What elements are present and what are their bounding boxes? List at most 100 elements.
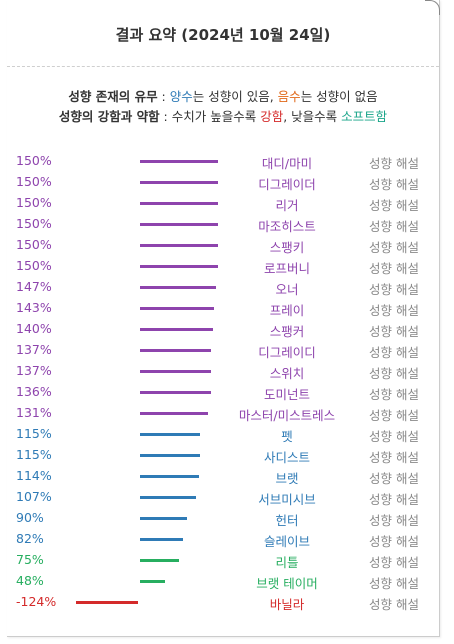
result-percent: 114% [16, 468, 52, 483]
result-row: 136% 도미넌트 성향 해설 [7, 382, 439, 403]
result-label: 디그레이더 [258, 177, 316, 192]
legend-strength-heading: 성향의 강함과 약함 [58, 109, 160, 124]
result-bar [140, 223, 218, 226]
explanation-link[interactable]: 성향 해설 [369, 513, 419, 528]
result-bar [140, 202, 218, 205]
result-row: -124% 바닐라 성향 해설 [7, 592, 439, 613]
result-label: 바닐라 [269, 597, 305, 612]
explanation-link[interactable]: 성향 해설 [369, 177, 419, 192]
result-percent: 82% [16, 531, 44, 546]
result-row: 82% 슬레이브 성향 해설 [7, 529, 439, 550]
result-row: 150% 대디/마미 성향 해설 [7, 151, 439, 172]
explanation-link[interactable]: 성향 해설 [369, 408, 419, 423]
explanation-link[interactable]: 성향 해설 [369, 366, 419, 381]
result-row: 131% 마스터/미스트레스 성향 해설 [7, 403, 439, 424]
result-label: 펫 [281, 429, 293, 444]
result-row: 114% 브랫 성향 해설 [7, 466, 439, 487]
result-label: 스팽키 [269, 240, 305, 255]
explanation-link[interactable]: 성향 해설 [369, 576, 419, 591]
result-label: 사디스트 [263, 450, 310, 465]
result-label: 도미넌트 [263, 387, 310, 402]
explanation-link[interactable]: 성향 해설 [369, 219, 419, 234]
result-percent: 48% [16, 573, 44, 588]
result-percent: 136% [16, 384, 52, 399]
explanation-link[interactable]: 성향 해설 [369, 303, 419, 318]
result-label: 로프버니 [263, 261, 310, 276]
explanation-link[interactable]: 성향 해설 [369, 534, 419, 549]
result-label: 헌터 [275, 513, 299, 528]
legend-presence-heading: 성향 존재의 유무 [68, 89, 158, 104]
result-bar [140, 349, 212, 352]
legend-presence-mid: 는 성향이 있음, [192, 89, 278, 104]
explanation-link[interactable]: 성향 해설 [369, 198, 419, 213]
result-row: 90% 헌터 성향 해설 [7, 508, 439, 529]
result-bar [140, 454, 200, 457]
result-percent: 115% [16, 447, 52, 462]
result-row: 137% 스위치 성향 해설 [7, 361, 439, 382]
result-percent: 75% [16, 552, 44, 567]
result-percent: 150% [16, 195, 52, 210]
result-row: 147% 오너 성향 해설 [7, 277, 439, 298]
result-label: 오너 [275, 282, 299, 297]
explanation-link[interactable]: 성향 해설 [369, 471, 419, 486]
result-bar [140, 517, 187, 520]
result-label: 리틀 [275, 555, 299, 570]
result-bar [140, 496, 196, 499]
result-row: 143% 프레이 성향 해설 [7, 298, 439, 319]
result-bar [140, 433, 200, 436]
explanation-link[interactable]: 성향 해설 [369, 156, 419, 171]
result-bar [140, 538, 183, 541]
legend-line-presence: 성향 존재의 유무 : 양수는 성향이 있음, 음수는 성향이 없음 [7, 86, 439, 105]
explanation-link[interactable]: 성향 해설 [369, 387, 419, 402]
explanation-link[interactable]: 성향 해설 [369, 324, 419, 339]
legend-strength-sep: : 수치가 높을수록 [159, 109, 261, 124]
result-percent: 147% [16, 279, 52, 294]
result-row: 150% 디그레이더 성향 해설 [7, 172, 439, 193]
result-row: 107% 서브미시브 성향 해설 [7, 487, 439, 508]
result-percent: 150% [16, 174, 52, 189]
explanation-link[interactable]: 성향 해설 [369, 597, 419, 612]
explanation-link[interactable]: 성향 해설 [369, 450, 419, 465]
result-label: 마조히스트 [258, 219, 316, 234]
result-label: 브랫 테이머 [256, 576, 318, 591]
result-bar [140, 244, 218, 247]
result-row: 140% 스팽커 성향 해설 [7, 319, 439, 340]
explanation-link[interactable]: 성향 해설 [369, 261, 419, 276]
result-percent: 90% [16, 510, 44, 525]
card-corner-decoration [425, 0, 440, 15]
legend-strong-term: 강함 [260, 109, 284, 124]
result-percent: 150% [16, 258, 52, 273]
result-bar [140, 286, 217, 289]
explanation-link[interactable]: 성향 해설 [369, 429, 419, 444]
result-row: 150% 스팽키 성향 해설 [7, 235, 439, 256]
result-bar [140, 370, 212, 373]
explanation-link[interactable]: 성향 해설 [369, 240, 419, 255]
legend-negative-term: 음수 [277, 89, 301, 104]
legend-strength-mid: , 낮을수록 [283, 109, 342, 124]
result-percent: 150% [16, 153, 52, 168]
result-label: 스팽커 [269, 324, 305, 339]
explanation-link[interactable]: 성향 해설 [369, 282, 419, 297]
result-bar [140, 559, 179, 562]
result-label: 대디/마미 [261, 156, 313, 171]
explanation-link[interactable]: 성향 해설 [369, 345, 419, 360]
result-percent: 131% [16, 405, 52, 420]
result-row: 48% 브랫 테이머 성향 해설 [7, 571, 439, 592]
result-percent: -124% [16, 594, 57, 609]
result-bar [75, 601, 138, 604]
result-percent: 143% [16, 300, 52, 315]
result-percent: 150% [16, 237, 52, 252]
result-summary-card: 결과 요약 (2024년 10월 24일) 성향 존재의 유무 : 양수는 성향… [7, 0, 440, 637]
legend-soft-term: 소프트함 [341, 109, 388, 124]
result-percent: 137% [16, 363, 52, 378]
result-bar [140, 580, 165, 583]
explanation-link[interactable]: 성향 해설 [369, 492, 419, 507]
result-row: 150% 리거 성향 해설 [7, 193, 439, 214]
legend-line-strength: 성향의 강함과 약함 : 수치가 높을수록 강함, 낮을수록 소프트함 [7, 106, 439, 125]
result-row: 75% 리틀 성향 해설 [7, 550, 439, 571]
result-label: 프레이 [269, 303, 305, 318]
result-row: 115% 펫 성향 해설 [7, 424, 439, 445]
legend-presence-tail: 는 성향이 없음 [300, 89, 378, 104]
result-percent: 115% [16, 426, 52, 441]
explanation-link[interactable]: 성향 해설 [369, 555, 419, 570]
